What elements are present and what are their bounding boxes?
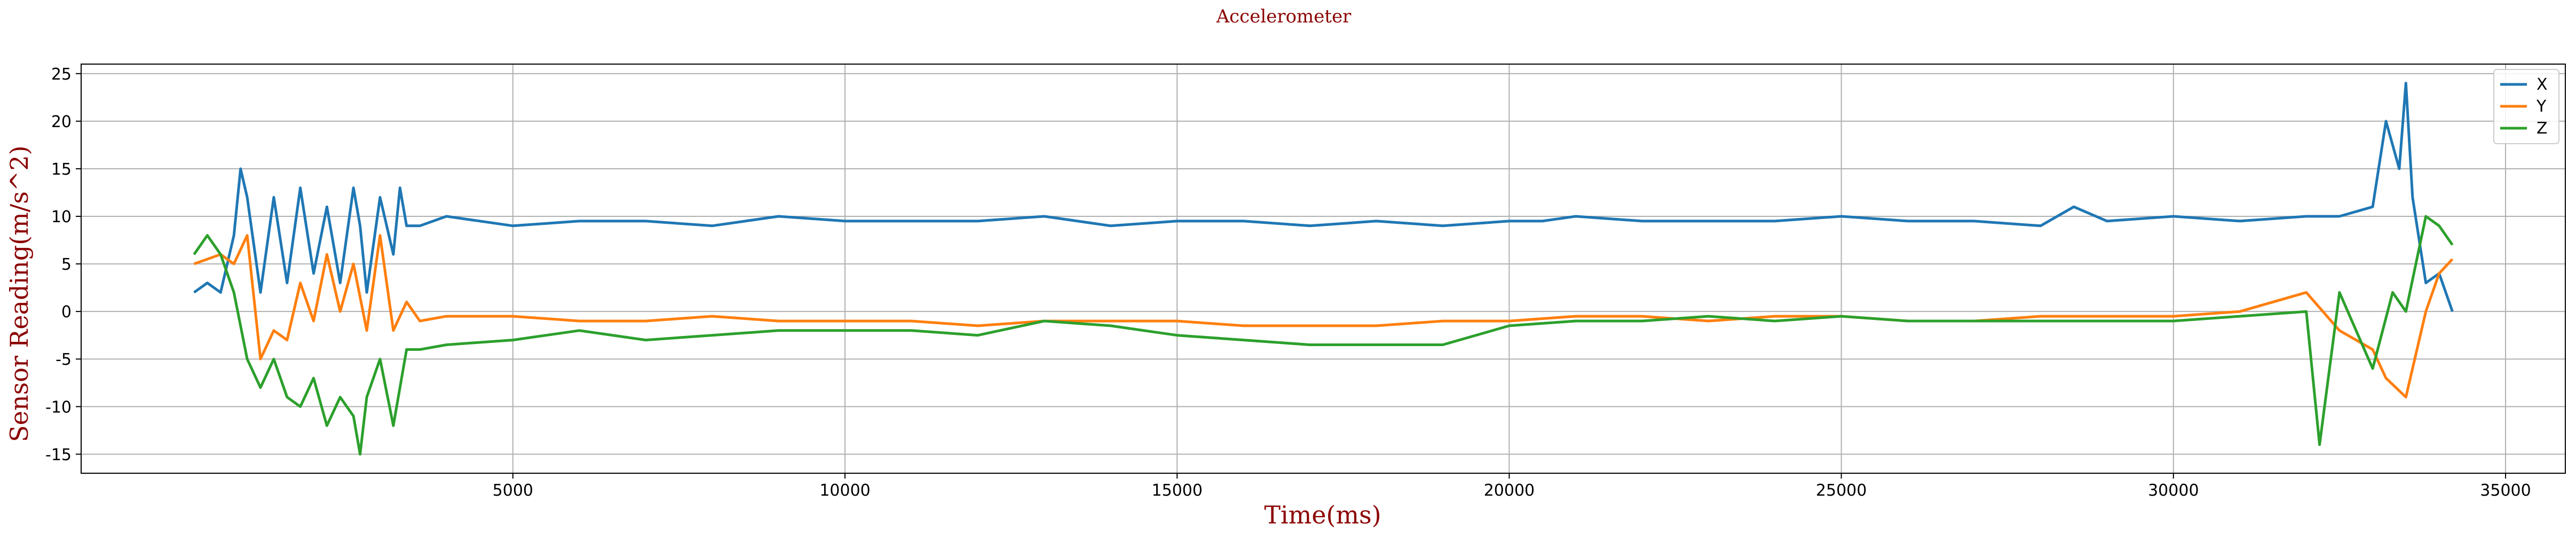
x-axis-label: Time(ms) <box>1264 500 1381 529</box>
x-tick-label: 10000 <box>819 481 870 500</box>
legend-label-y: Y <box>2536 97 2547 116</box>
y-tick-label: -10 <box>45 398 72 417</box>
series-line-y <box>193 234 2454 398</box>
chart-title: Accelerometer <box>1216 6 1352 27</box>
y-tick-label: 0 <box>61 303 72 322</box>
x-tick-label: 20000 <box>1484 481 1535 500</box>
x-tick-label: 5000 <box>493 481 533 500</box>
series-line-z <box>193 215 2454 456</box>
plot-area-frame <box>81 64 2566 474</box>
plot-lines <box>193 82 2454 456</box>
series-line-x <box>193 82 2454 312</box>
x-tick-label: 35000 <box>2480 481 2531 500</box>
x-tick-label: 30000 <box>2148 481 2199 500</box>
axis-ticks: 5000 10000 15000 20000 25000 30000 35000 -15 -10… <box>45 65 2531 500</box>
y-axis-label: Sensor Reading(m/s^2) <box>5 145 34 442</box>
legend-label-z: Z <box>2537 119 2548 138</box>
y-tick-label: 5 <box>61 255 72 274</box>
x-tick-label: 25000 <box>1816 481 1867 500</box>
y-tick-label: 15 <box>51 160 72 179</box>
x-tick-label: 15000 <box>1152 481 1203 500</box>
legend: XYZ <box>2493 69 2559 144</box>
legend-label-x: X <box>2537 75 2548 94</box>
y-tick-label: 10 <box>51 208 72 226</box>
y-tick-label: 20 <box>51 113 72 131</box>
y-tick-label: 25 <box>51 65 72 84</box>
y-tick-label: -15 <box>45 445 72 464</box>
y-tick-label: -5 <box>56 350 72 369</box>
grid <box>81 64 2565 473</box>
